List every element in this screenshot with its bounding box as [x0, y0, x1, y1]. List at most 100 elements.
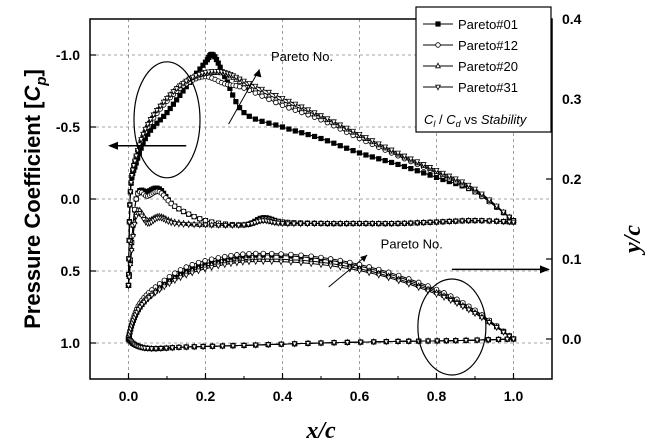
data-point	[486, 218, 493, 225]
data-point	[259, 86, 265, 93]
data-point	[493, 203, 500, 210]
x-tick-label: 0.0	[119, 388, 139, 404]
data-point	[228, 252, 234, 259]
y-left-tick-label: 1.0	[61, 335, 81, 351]
data-point	[337, 122, 344, 129]
data-point	[370, 339, 377, 346]
data-point	[405, 281, 412, 288]
data-point	[395, 339, 401, 346]
data-point	[153, 108, 160, 114]
pareto-arrow-lower-line	[328, 254, 368, 288]
data-point	[208, 265, 215, 271]
data-point	[128, 248, 135, 255]
data-point	[240, 251, 246, 257]
data-point	[265, 342, 272, 349]
data-point	[157, 103, 164, 110]
data-point	[324, 221, 331, 228]
data-point	[356, 221, 363, 228]
data-point	[126, 274, 133, 281]
data-point	[350, 148, 356, 154]
data-point	[465, 182, 472, 189]
legend-label: Pareto#01	[458, 17, 518, 32]
data-point	[337, 143, 343, 149]
data-point	[441, 295, 447, 302]
data-point	[500, 209, 507, 216]
data-point	[401, 153, 408, 160]
series-cp-lower-4	[125, 211, 517, 290]
legend-entry: Pareto#12	[423, 38, 518, 53]
data-point	[278, 259, 285, 266]
data-point	[183, 78, 190, 85]
data-point	[148, 346, 155, 353]
data-point	[128, 180, 135, 187]
data-point	[126, 202, 133, 209]
data-point	[195, 259, 202, 266]
data-point	[285, 98, 292, 105]
data-point	[446, 173, 453, 180]
data-point	[266, 96, 272, 103]
data-point	[197, 216, 203, 222]
data-point	[459, 179, 466, 186]
data-point	[175, 221, 182, 228]
data-point	[435, 84, 441, 91]
series-cp-upper-4	[125, 69, 517, 290]
pareto-arrow-upper-line	[228, 69, 260, 125]
data-point	[241, 343, 247, 350]
data-point	[133, 196, 139, 202]
highlight-ellipse-right	[417, 278, 487, 376]
data-point	[239, 259, 246, 266]
data-point	[331, 140, 337, 146]
data-point	[127, 262, 134, 269]
data-point	[176, 83, 183, 90]
data-point	[337, 221, 344, 228]
data-point	[130, 163, 137, 170]
data-point	[164, 96, 170, 102]
data-point	[401, 221, 408, 228]
data-point	[189, 270, 196, 277]
data-point	[127, 189, 134, 196]
data-point	[202, 70, 209, 76]
data-point	[266, 89, 272, 96]
data-point	[235, 222, 242, 229]
data-point	[147, 117, 154, 124]
data-point	[459, 304, 466, 311]
data-point	[230, 343, 236, 350]
data-point	[252, 116, 259, 122]
data-point	[176, 206, 182, 212]
legend-box	[415, 6, 552, 133]
data-point	[157, 346, 164, 353]
data-point	[454, 301, 460, 308]
data-point	[506, 219, 513, 226]
data-point	[236, 83, 243, 90]
x-tick-label: 0.4	[273, 388, 293, 404]
data-point	[133, 153, 140, 160]
y-right-tick-label: 0.0	[562, 331, 582, 347]
pareto-arrow-upper-head	[253, 69, 262, 78]
data-point	[278, 251, 284, 257]
data-point	[169, 345, 176, 352]
data-point	[395, 150, 401, 157]
data-point	[504, 336, 511, 343]
data-point	[154, 120, 160, 126]
data-point	[196, 222, 203, 229]
data-point	[183, 264, 189, 270]
data-point	[510, 219, 517, 226]
arrow-left-head	[108, 141, 118, 150]
data-point	[144, 346, 151, 353]
data-point	[452, 218, 459, 225]
data-point	[130, 234, 137, 240]
data-point	[208, 256, 215, 262]
y-right-tick-label: 0.3	[562, 91, 582, 107]
data-point	[395, 278, 402, 285]
data-point	[452, 338, 459, 345]
data-point	[474, 337, 481, 344]
data-point	[343, 125, 350, 132]
data-point	[157, 117, 163, 123]
data-point	[222, 223, 229, 229]
data-point	[269, 250, 275, 257]
y-left-tick-label: -0.5	[56, 119, 80, 135]
data-point	[433, 167, 440, 174]
highlight-ellipse-left	[133, 61, 201, 179]
data-point	[305, 107, 312, 114]
x-tick-label: 0.8	[427, 388, 447, 404]
